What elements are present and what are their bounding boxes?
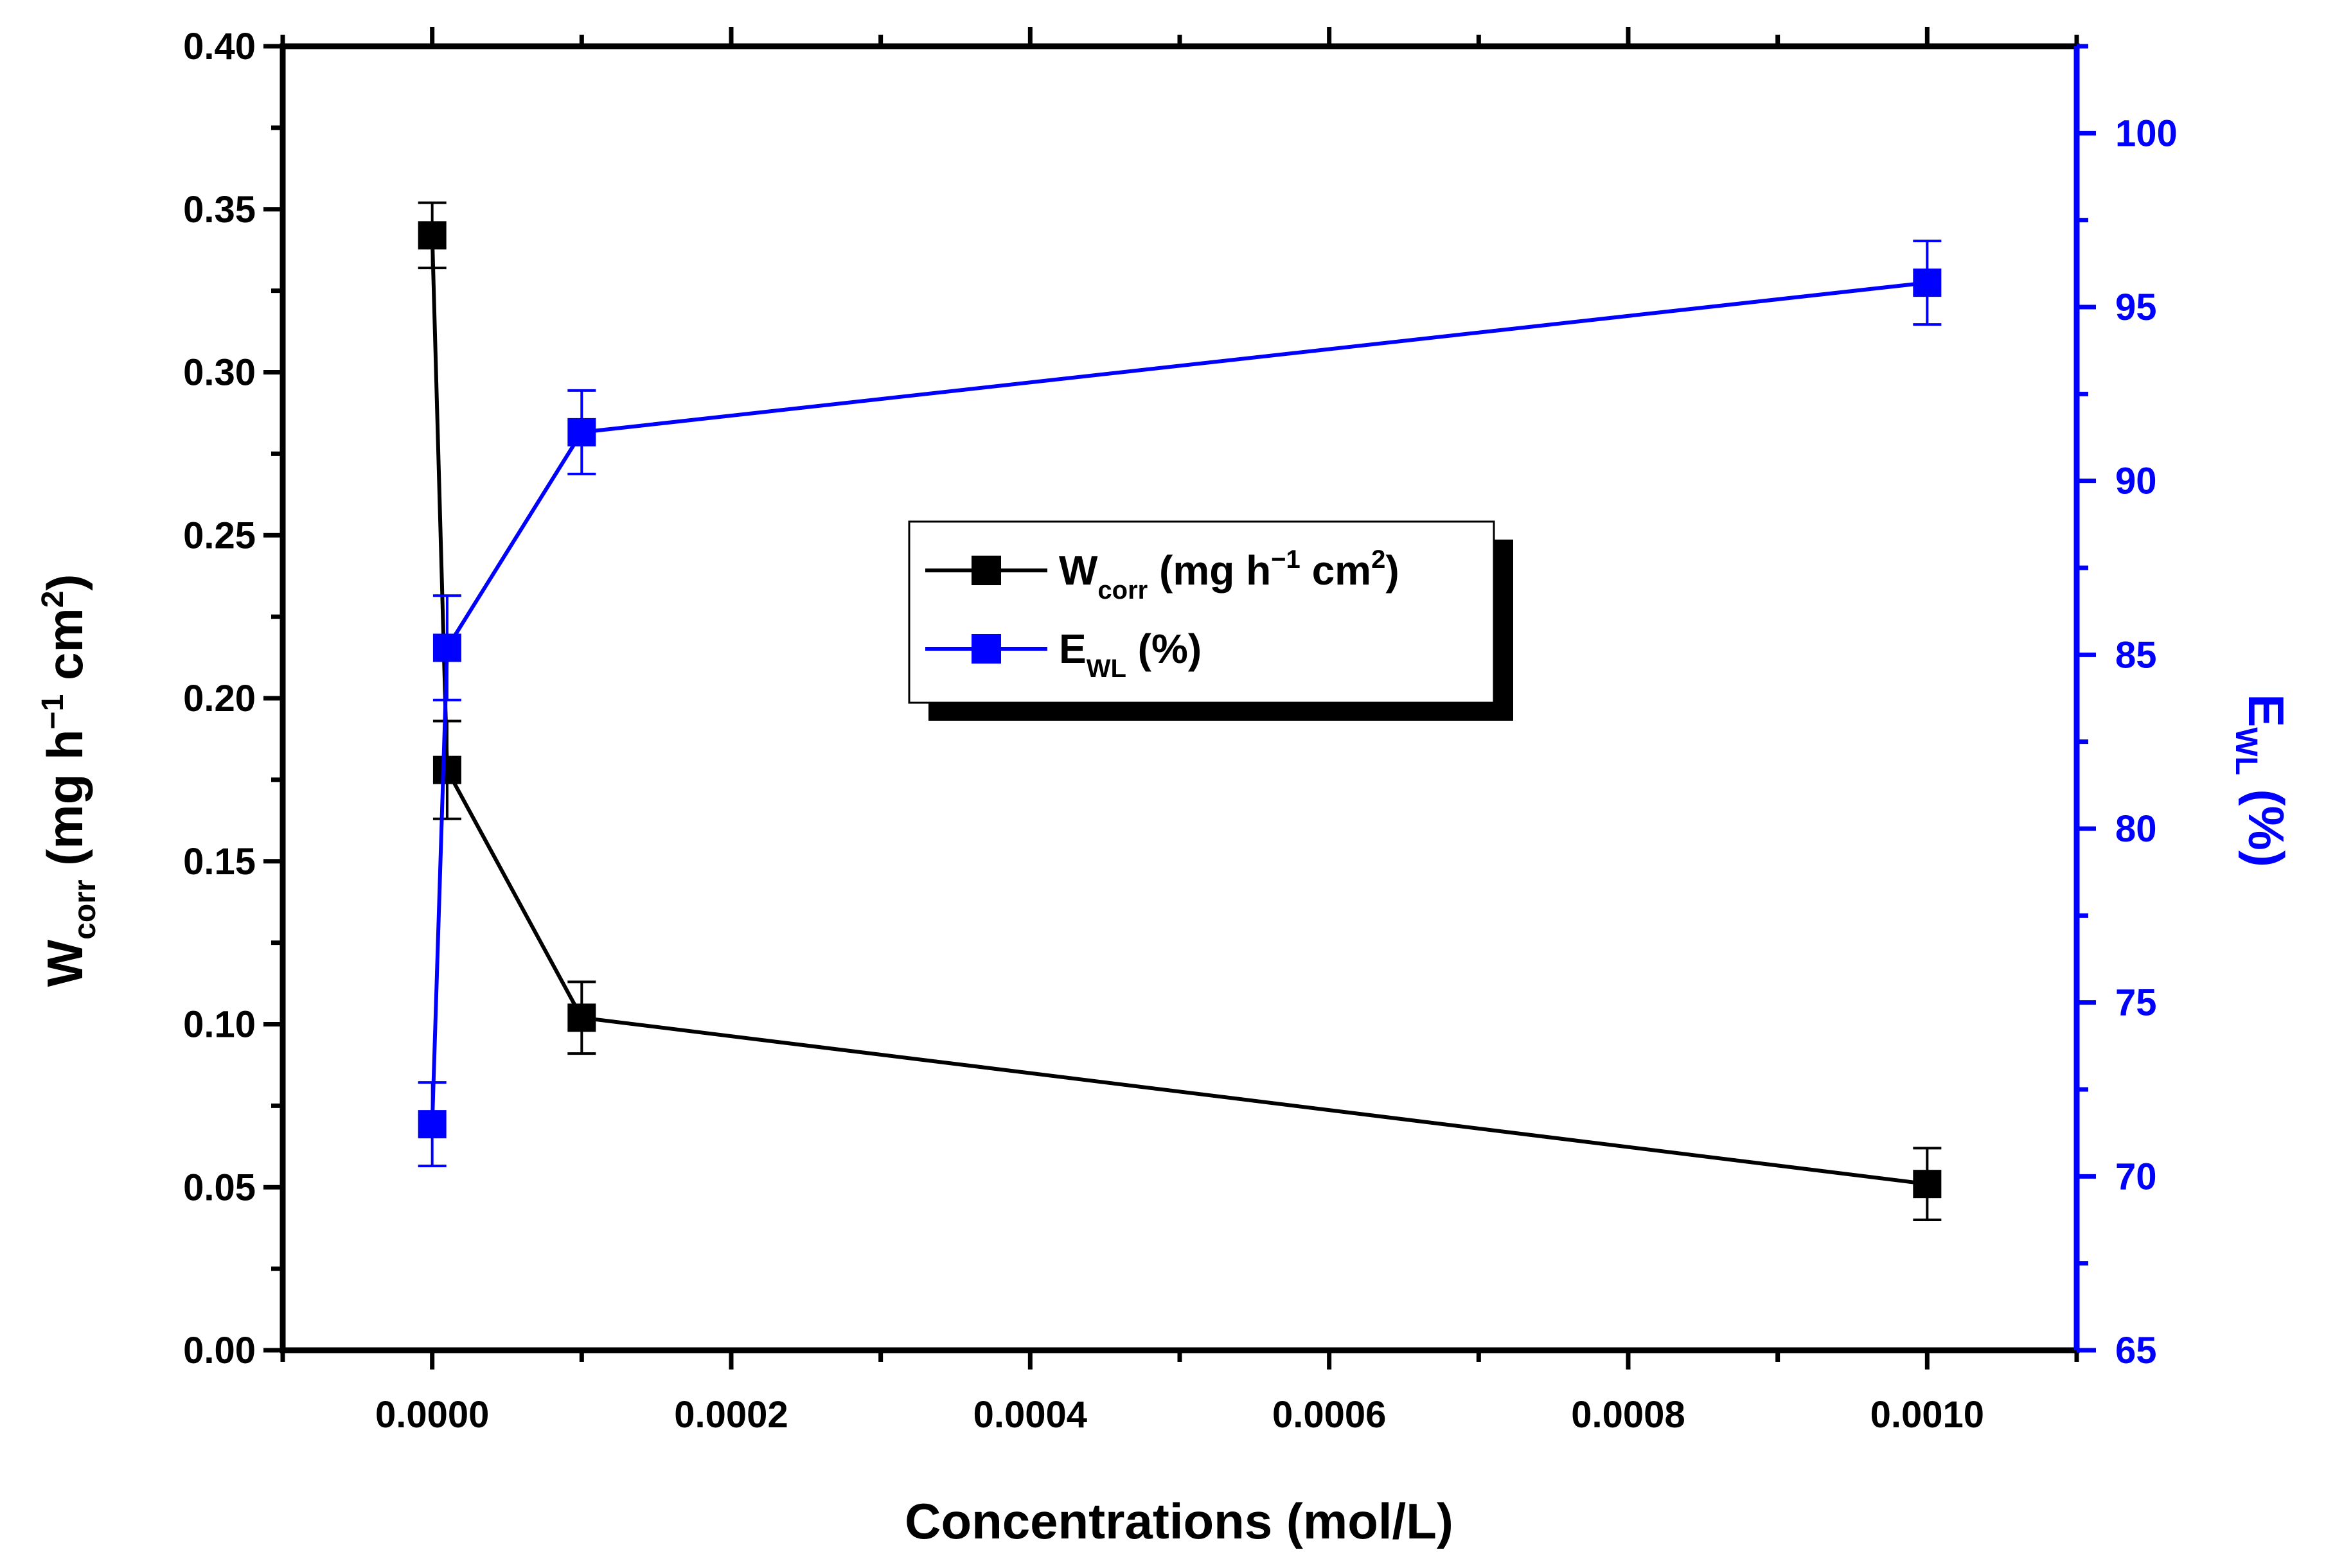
x-tick-label: 0.0010 [1870,1394,1984,1436]
x-tick-label: 0.0002 [674,1394,788,1436]
left-y-axis-title: Wcorr (mg h−1 cm2) [36,574,102,987]
right-y-title-main: E [2238,694,2295,727]
tick-labels: 0.0000 0.0002 0.0004 0.0006 0.0008 0.0010 0.00… [183,26,2178,1436]
x-tick-label: 0.0006 [1272,1394,1386,1436]
x-axis-title: Concentrations (mol/L) [905,1493,1453,1549]
right-y-title-sub: WL [2229,727,2263,775]
svg-text:Wcorr (mg h−1 cm2): Wcorr (mg h−1 cm2) [36,574,102,987]
legend-box [908,520,1495,704]
right-y-tick-label: 90 [2115,461,2157,502]
right-y-tick-label: 65 [2115,1330,2157,1371]
axis-ticks [263,27,2096,1370]
x-tick-label: 0.0000 [375,1394,489,1436]
data-point-marker [567,1003,596,1032]
left-y-tick-label: 0.30 [183,352,256,394]
left-y-tick-label: 0.40 [183,26,256,67]
legend-label-wcorr: Wcorr (mg h−1 cm2) [1059,545,1399,604]
data-point-marker [567,418,596,446]
x-tick-label: 0.0004 [973,1394,1087,1436]
left-y-title-rest-b: cm [37,608,93,694]
series-layer [418,201,1942,1221]
data-point-marker [1913,1170,1942,1199]
right-y-tick-label: 100 [2115,112,2178,154]
right-y-tick-label: 95 [2115,286,2157,328]
x-tick-label: 0.0008 [1571,1394,1685,1436]
legend-label-ewl: EWL (%) [1059,626,1202,683]
left-y-title-rest-c: ) [37,574,93,591]
left-y-title-rest-a: (mg h [37,729,93,879]
right-y-axis-title: EWL (%) [2229,694,2295,867]
right-y-tick-label: 75 [2115,982,2157,1024]
legend: Wcorr (mg h−1 cm2) EWL (%) [908,520,1513,721]
right-y-tick-label: 70 [2115,1156,2157,1197]
left-y-tick-label: 0.05 [183,1167,256,1208]
data-point-marker [1913,269,1942,297]
right-y-title-rest: (%) [2238,775,2295,867]
left-y-title-sub: corr [68,879,102,939]
legend-marker-wcorr [972,556,1001,585]
series-line-1 [430,281,1928,1125]
left-y-tick-label: 0.25 [183,515,256,556]
left-y-tick-label: 0.15 [183,841,256,883]
left-y-tick-label: 0.35 [183,189,256,231]
svg-text:EWL (%): EWL (%) [2229,694,2295,867]
data-point-marker [418,221,447,250]
data-point-marker [418,1110,447,1139]
right-y-tick-label: 80 [2115,808,2157,850]
left-y-tick-label: 0.20 [183,678,256,719]
data-point-marker [432,755,461,784]
right-y-tick-label: 85 [2115,634,2157,676]
left-y-title-main: W [37,939,93,987]
data-point-marker [432,633,461,662]
left-y-title-sup1: −1 [36,694,70,730]
left-y-title-sup2: 2 [36,591,70,608]
left-y-tick-label: 0.00 [183,1330,256,1371]
legend-marker-ewl [972,634,1001,664]
series-line-0 [430,235,1928,1186]
left-y-tick-label: 0.10 [183,1004,256,1046]
